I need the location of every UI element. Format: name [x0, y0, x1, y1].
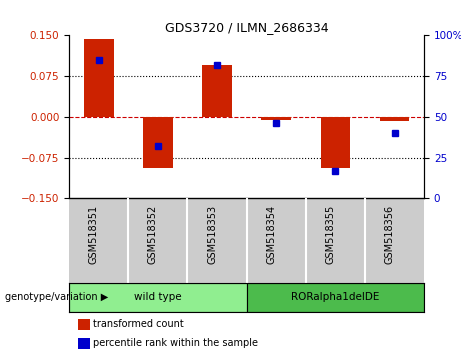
Bar — [247, 283, 424, 312]
Text: percentile rank within the sample: percentile rank within the sample — [93, 338, 258, 348]
Bar — [143, 117, 173, 169]
Text: RORalpha1delDE: RORalpha1delDE — [291, 292, 379, 302]
Text: GSM518355: GSM518355 — [325, 205, 335, 264]
Bar — [261, 117, 291, 120]
Text: transformed count: transformed count — [93, 319, 184, 329]
Bar — [380, 117, 409, 121]
Bar — [202, 65, 232, 117]
Text: wild type: wild type — [134, 292, 182, 302]
Text: GSM518354: GSM518354 — [266, 205, 276, 264]
Text: genotype/variation ▶: genotype/variation ▶ — [5, 292, 108, 302]
Bar — [84, 39, 113, 117]
Title: GDS3720 / ILMN_2686334: GDS3720 / ILMN_2686334 — [165, 21, 328, 34]
Text: GSM518356: GSM518356 — [384, 205, 395, 264]
Text: GSM518353: GSM518353 — [207, 205, 217, 264]
Text: GSM518352: GSM518352 — [148, 205, 158, 264]
Text: GSM518351: GSM518351 — [89, 205, 99, 264]
Bar — [69, 283, 247, 312]
Bar — [320, 117, 350, 169]
